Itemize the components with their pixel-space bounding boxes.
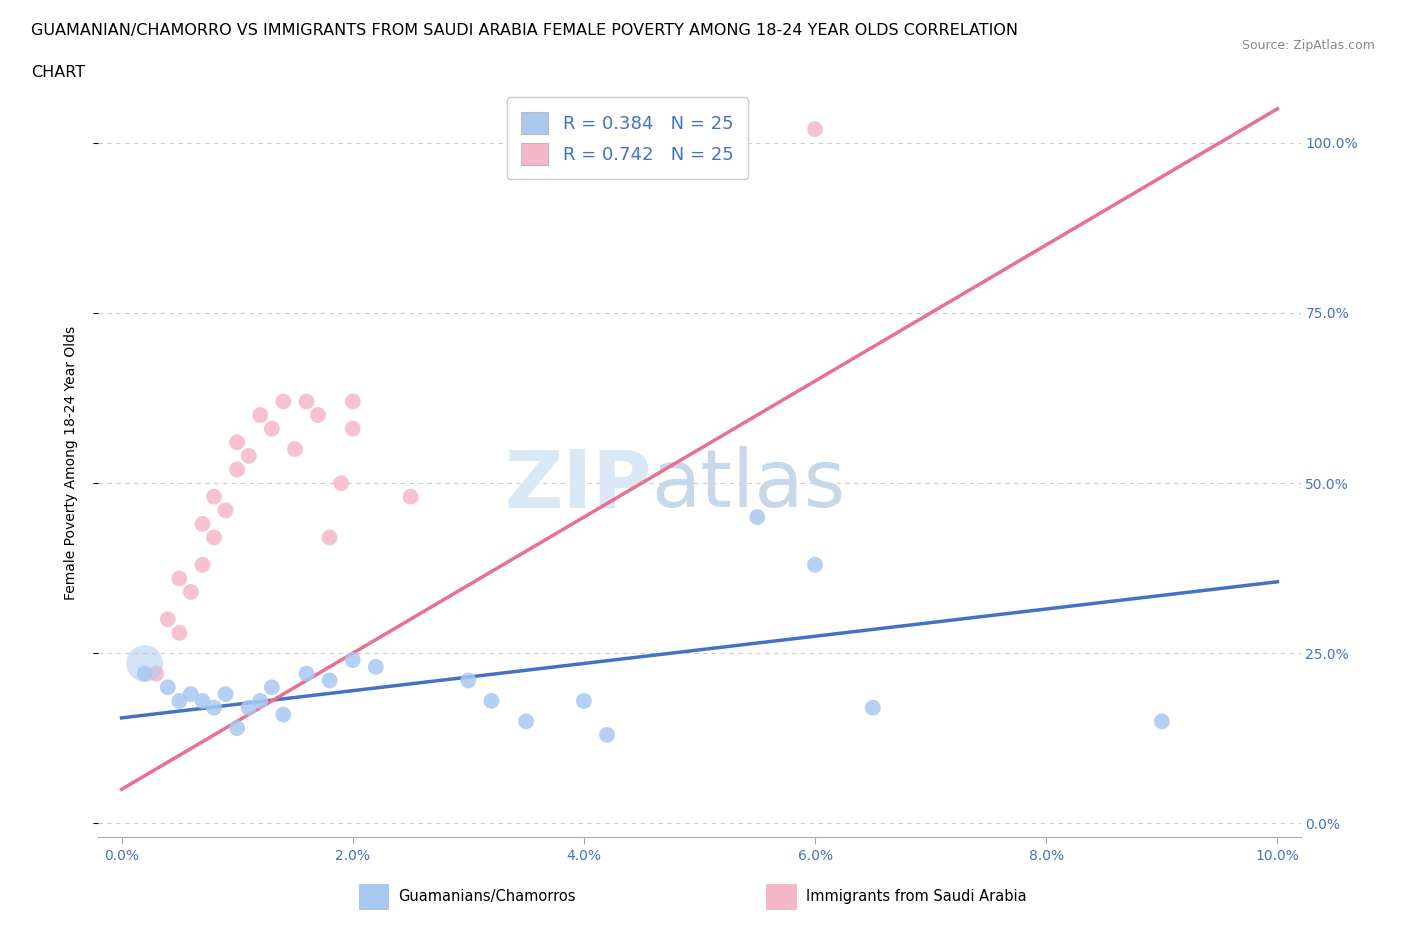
Point [249,407,271,422]
Point [364,659,387,674]
Point [169,571,191,586]
Text: atlas: atlas [651,446,846,525]
Point [156,680,179,695]
Point [180,585,202,600]
Point [180,686,202,701]
Point [457,673,479,688]
Point [273,394,295,409]
Legend: R = 0.384   N = 25, R = 0.742   N = 25: R = 0.384 N = 25, R = 0.742 N = 25 [506,98,748,179]
Point [169,694,191,709]
Point [515,714,537,729]
Text: Immigrants from Saudi Arabia: Immigrants from Saudi Arabia [806,889,1026,904]
Point [318,673,340,688]
Point [249,694,271,709]
Text: Source: ZipAtlas.com: Source: ZipAtlas.com [1241,39,1375,52]
Point [191,557,214,572]
Point [804,557,827,572]
Point [202,489,225,504]
Point [1150,714,1173,729]
Point [238,700,260,715]
Point [342,653,364,668]
Point [862,700,884,715]
Point [804,122,827,137]
Point [342,421,364,436]
Point [399,489,422,504]
Point [260,421,283,436]
Point [226,721,249,736]
Point [330,475,353,490]
Point [134,666,156,681]
Point [202,700,225,715]
Point [572,694,595,709]
Point [169,625,191,640]
Point [145,666,167,681]
Point [273,707,295,722]
Point [747,510,769,525]
Text: CHART: CHART [31,65,84,80]
Point [191,516,214,531]
Point [214,686,236,701]
Point [284,442,307,457]
Point [596,727,619,742]
Point [134,656,156,671]
Point [238,448,260,463]
Point [295,666,318,681]
Point [318,530,340,545]
Point [226,462,249,477]
Point [260,680,283,695]
Point [342,394,364,409]
Point [307,407,329,422]
Point [295,394,318,409]
Point [481,694,503,709]
Text: Guamanians/Chamorros: Guamanians/Chamorros [398,889,575,904]
Point [191,694,214,709]
Point [156,612,179,627]
Text: GUAMANIAN/CHAMORRO VS IMMIGRANTS FROM SAUDI ARABIA FEMALE POVERTY AMONG 18-24 YE: GUAMANIAN/CHAMORRO VS IMMIGRANTS FROM SA… [31,23,1018,38]
Point [214,503,236,518]
Point [226,435,249,450]
Y-axis label: Female Poverty Among 18-24 Year Olds: Female Poverty Among 18-24 Year Olds [63,326,77,600]
Point [202,530,225,545]
Text: ZIP: ZIP [505,446,651,525]
